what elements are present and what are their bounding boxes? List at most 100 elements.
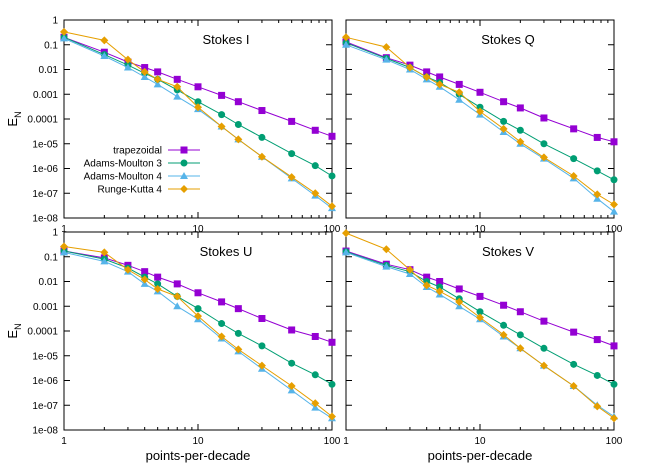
panel-title: Stokes V — [482, 244, 534, 259]
data-point — [455, 80, 463, 88]
data-point — [60, 34, 68, 42]
y-tick-label: 1e-07 — [32, 401, 58, 412]
data-point — [516, 331, 524, 339]
y-tick-label: 0.1 — [44, 252, 58, 263]
x-tick-label: 10 — [474, 436, 486, 447]
data-point — [570, 155, 578, 163]
data-point — [328, 338, 336, 346]
data-point — [342, 229, 350, 238]
data-point — [288, 326, 296, 334]
data-point — [311, 371, 319, 379]
data-point — [476, 308, 484, 316]
data-point — [610, 200, 618, 209]
data-point — [328, 132, 336, 140]
y-tick-label: 1e-06 — [32, 376, 58, 387]
data-point — [435, 287, 444, 296]
data-point — [476, 88, 484, 96]
data-point — [258, 342, 266, 350]
data-point — [593, 133, 601, 141]
y-tick-label: 1 — [52, 228, 58, 239]
data-point — [436, 73, 444, 81]
data-point — [422, 281, 431, 290]
data-point — [540, 140, 548, 148]
data-point — [258, 133, 266, 141]
data-point — [194, 98, 202, 106]
data-point — [540, 114, 548, 122]
x-tick-label: 100 — [324, 224, 341, 235]
legend-label: trapezoidal — [113, 146, 162, 157]
data-point — [194, 83, 202, 91]
data-point — [328, 412, 336, 421]
data-point — [258, 314, 266, 322]
data-point — [516, 308, 524, 316]
data-point — [140, 275, 149, 284]
data-point — [405, 63, 414, 72]
x-tick-label: 1 — [61, 436, 67, 447]
data-point — [516, 104, 524, 112]
data-point — [342, 33, 350, 42]
data-point — [60, 248, 68, 256]
data-point — [328, 202, 336, 211]
legend-label: Adams-Moulton 4 — [84, 172, 163, 183]
y-tick-label: 0.01 — [39, 277, 59, 288]
data-point — [141, 64, 149, 72]
panel-1: 10.10.010.0010.00011e-051e-061e-071e-081… — [5, 16, 341, 236]
y-tick-label: 1e-05 — [32, 351, 58, 362]
data-point — [610, 138, 618, 146]
data-point — [234, 98, 242, 106]
y-tick-label: 1e-08 — [32, 214, 58, 225]
data-point — [218, 320, 226, 328]
data-point — [593, 371, 601, 379]
data-point — [141, 268, 149, 276]
x-tick-label: 100 — [324, 436, 341, 447]
legend-marker — [180, 146, 188, 154]
x-tick-label: 100 — [606, 436, 623, 447]
data-point — [194, 305, 202, 313]
panel-3: 10.10.010.0010.00011e-051e-061e-071e-081… — [5, 228, 341, 464]
data-point — [570, 328, 578, 336]
x-tick-label: 10 — [192, 436, 204, 447]
panel-4: 1 10 100 Stokes V points-per-decade — [342, 229, 623, 463]
y-axis-label: EN — [5, 323, 23, 338]
data-point — [288, 117, 296, 125]
data-point — [500, 321, 508, 329]
panel-title: Stokes Q — [481, 32, 534, 47]
data-point — [60, 242, 68, 251]
data-point — [455, 88, 464, 97]
y-tick-label: 0.001 — [33, 302, 58, 313]
data-point — [234, 120, 242, 128]
data-point — [173, 292, 182, 301]
data-point — [234, 305, 242, 313]
x-tick-label: 1 — [343, 436, 349, 447]
panel-title: Stokes U — [200, 244, 253, 259]
data-point — [140, 67, 149, 76]
data-point — [173, 302, 182, 310]
data-point — [154, 68, 162, 76]
data-point — [153, 75, 162, 84]
legend: trapezoidal Adams-Moulton 3 Adams-Moulton … — [84, 146, 200, 196]
x-tick-label: 100 — [606, 224, 623, 235]
data-point — [382, 43, 391, 52]
data-point — [540, 344, 548, 352]
data-point — [194, 289, 202, 297]
x-tick-label: 1 — [61, 224, 67, 235]
panel-title: Stokes I — [203, 32, 250, 47]
data-point — [569, 381, 578, 390]
data-point — [500, 301, 508, 309]
data-point — [194, 312, 202, 321]
data-point — [539, 361, 548, 370]
data-point — [382, 245, 391, 254]
data-point — [234, 329, 242, 337]
y-tick-label: 1e-08 — [32, 426, 58, 437]
data-point — [436, 283, 444, 291]
y-tick-label: 0.0001 — [27, 327, 58, 338]
data-point — [610, 414, 618, 423]
data-point — [455, 297, 464, 306]
data-point — [60, 27, 68, 36]
data-point — [311, 162, 319, 170]
y-tick-label: 1e-07 — [32, 189, 58, 200]
data-point — [218, 91, 226, 99]
data-point — [311, 399, 320, 408]
data-point — [257, 361, 266, 370]
